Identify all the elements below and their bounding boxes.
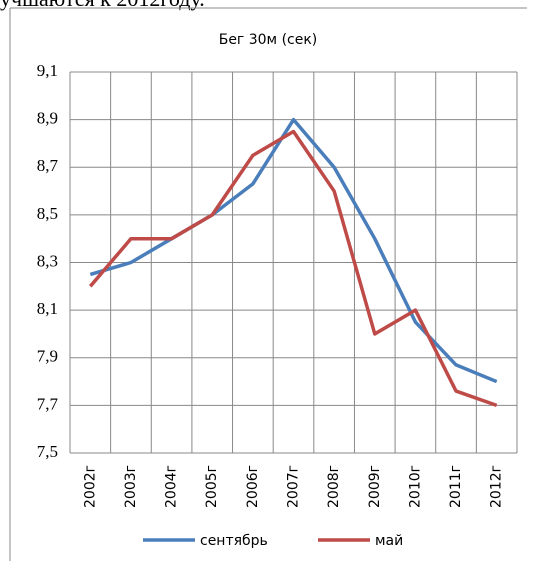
x-tick-label: 2011г [448,465,464,508]
x-tick-label: 2004г [164,465,180,508]
x-tick-label: 2012г [489,465,505,508]
x-tick-label: 2010г [407,465,423,508]
chart-title: Бег 30м (сек) [219,32,318,48]
y-tick-label: 8,5 [37,204,58,223]
x-tick-label: 2006г [245,465,261,508]
x-tick-label: 2007г [286,465,302,508]
y-tick-label: 7,9 [37,347,58,366]
series-line [88,129,498,408]
legend-label: май [375,533,403,549]
y-tick-label: 8,3 [37,251,58,270]
y-tick-label: 8,1 [37,299,58,318]
y-tick-label: 7,5 [37,442,58,461]
legend-label: сентябрь [200,533,268,549]
caption: учшаются к 2012году. [0,0,205,12]
y-tick-label: 8,7 [37,156,59,175]
x-tick-label: 2005г [204,465,220,508]
x-tick-label: 2008г [326,465,342,508]
y-tick-label: 9,1 [37,61,58,80]
x-tick-label: 2009г [367,465,383,508]
y-tick-label: 8,9 [37,109,58,128]
x-tick-label: 2003г [123,465,139,508]
y-tick-label: 7,7 [37,394,59,413]
x-tick-label: 2002г [82,465,98,508]
